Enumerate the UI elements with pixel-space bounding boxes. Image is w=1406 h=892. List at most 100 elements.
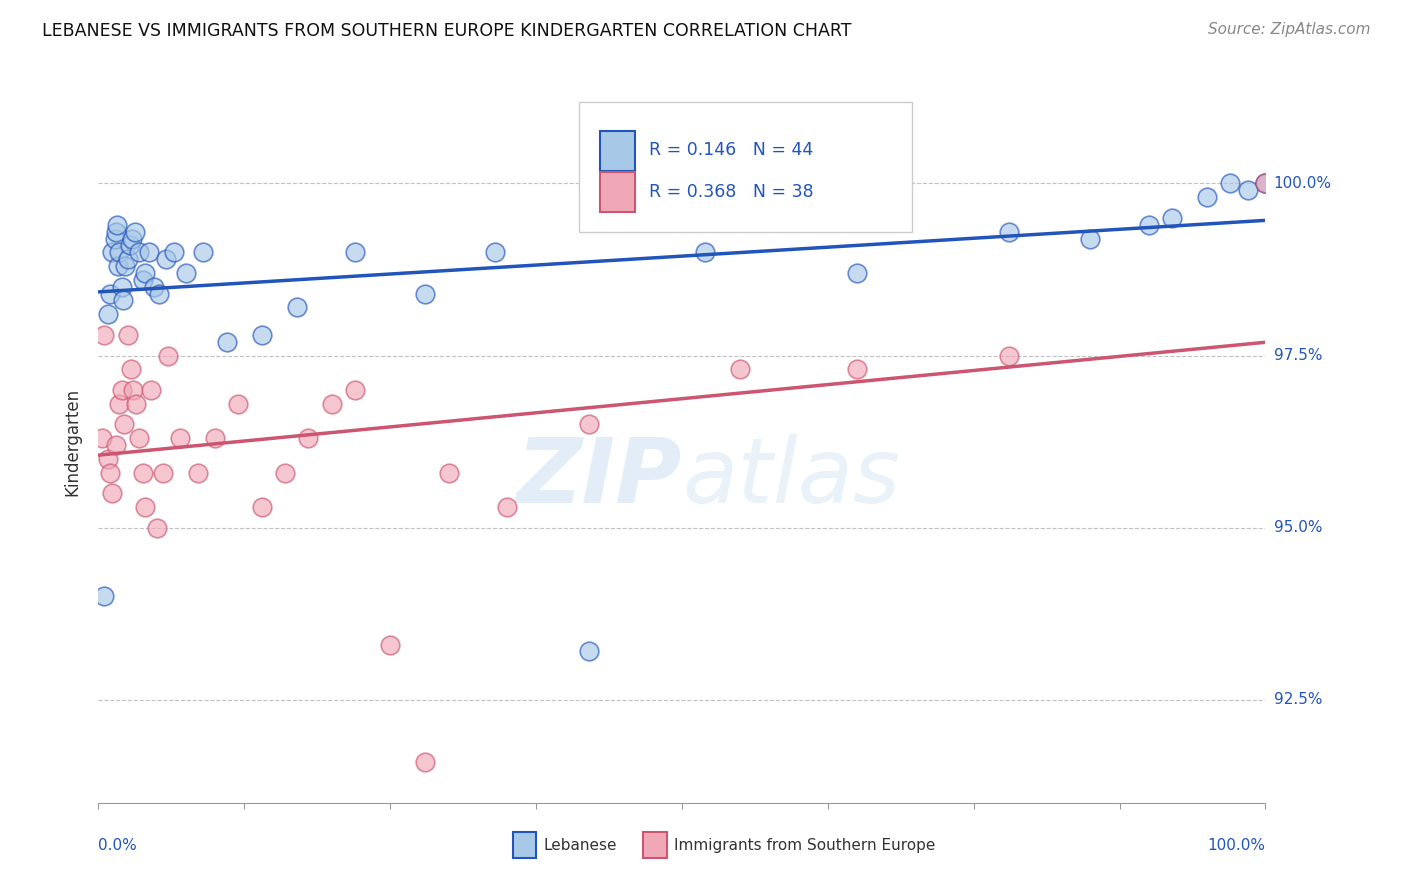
Point [122, 383, 145, 397]
Point [285, 301, 308, 315]
Point [1161, 211, 1184, 225]
Point [98, 286, 121, 301]
Y-axis label: Kindergarten: Kindergarten [63, 387, 82, 496]
FancyBboxPatch shape [600, 172, 636, 211]
Point [157, 349, 180, 363]
Point [112, 417, 135, 432]
Text: Lebanese: Lebanese [543, 838, 617, 853]
Text: atlas: atlas [682, 434, 900, 522]
Point [1254, 177, 1277, 191]
FancyBboxPatch shape [513, 832, 536, 858]
Point [1080, 231, 1102, 245]
Point [152, 466, 174, 480]
Point [132, 466, 155, 480]
Point [143, 279, 166, 293]
Point [215, 334, 238, 349]
Point [846, 362, 869, 376]
Point [128, 245, 150, 260]
Point [117, 327, 139, 342]
Point [997, 225, 1019, 239]
Point [163, 245, 186, 260]
Text: LEBANESE VS IMMIGRANTS FROM SOUTHERN EUROPE KINDERGARTEN CORRELATION CHART: LEBANESE VS IMMIGRANTS FROM SOUTHERN EUR… [42, 22, 852, 40]
Point [1237, 183, 1260, 197]
FancyBboxPatch shape [600, 131, 636, 170]
Point [169, 431, 191, 445]
Point [108, 397, 131, 411]
Point [1137, 218, 1160, 232]
Point [496, 500, 519, 514]
Point [437, 466, 460, 480]
Point [108, 245, 131, 260]
Point [578, 417, 600, 432]
Point [120, 362, 142, 376]
Point [413, 755, 436, 769]
Point [101, 245, 124, 260]
Point [134, 266, 156, 280]
Point [101, 486, 124, 500]
Point [132, 273, 155, 287]
Point [97, 451, 120, 466]
Point [111, 293, 134, 308]
Point [695, 245, 717, 260]
Point [97, 307, 120, 321]
Point [250, 327, 273, 342]
Text: 92.5%: 92.5% [1274, 692, 1322, 707]
Text: ZIP: ZIP [516, 434, 682, 522]
Point [93, 590, 115, 604]
Point [98, 466, 121, 480]
Point [138, 245, 160, 260]
Point [125, 397, 148, 411]
Text: 95.0%: 95.0% [1274, 520, 1322, 535]
Point [128, 431, 150, 445]
Point [997, 349, 1019, 363]
Point [118, 238, 141, 252]
Point [146, 520, 169, 534]
Text: 97.5%: 97.5% [1274, 348, 1322, 363]
Point [1254, 177, 1277, 191]
Point [730, 362, 752, 376]
Point [321, 397, 343, 411]
Point [104, 231, 127, 245]
Point [274, 466, 297, 480]
Point [107, 259, 129, 273]
Point [846, 266, 869, 280]
Point [148, 286, 170, 301]
Point [104, 438, 127, 452]
Point [134, 500, 156, 514]
Point [193, 245, 215, 260]
Text: 0.0%: 0.0% [98, 838, 138, 853]
Point [250, 500, 273, 514]
Point [105, 218, 128, 232]
Point [111, 383, 134, 397]
Text: 100.0%: 100.0% [1274, 176, 1331, 191]
Text: Immigrants from Southern Europe: Immigrants from Southern Europe [673, 838, 935, 853]
Point [121, 231, 143, 245]
Point [90, 431, 112, 445]
FancyBboxPatch shape [579, 102, 912, 232]
Point [413, 286, 436, 301]
Point [1254, 177, 1277, 191]
Text: Source: ZipAtlas.com: Source: ZipAtlas.com [1208, 22, 1371, 37]
Point [228, 397, 250, 411]
Point [174, 266, 197, 280]
Point [114, 259, 136, 273]
Point [344, 245, 367, 260]
Point [484, 245, 506, 260]
FancyBboxPatch shape [644, 832, 666, 858]
Point [93, 327, 115, 342]
Point [155, 252, 177, 267]
Point [578, 644, 600, 658]
Text: 100.0%: 100.0% [1208, 838, 1265, 853]
Text: R = 0.368   N = 38: R = 0.368 N = 38 [650, 183, 814, 202]
Point [139, 383, 162, 397]
Point [111, 279, 134, 293]
Point [380, 638, 402, 652]
Point [104, 225, 127, 239]
Point [204, 431, 226, 445]
Point [1197, 190, 1219, 204]
Point [344, 383, 367, 397]
Point [117, 252, 139, 267]
Text: R = 0.146   N = 44: R = 0.146 N = 44 [650, 141, 814, 160]
Point [1219, 177, 1241, 191]
Point [124, 225, 146, 239]
